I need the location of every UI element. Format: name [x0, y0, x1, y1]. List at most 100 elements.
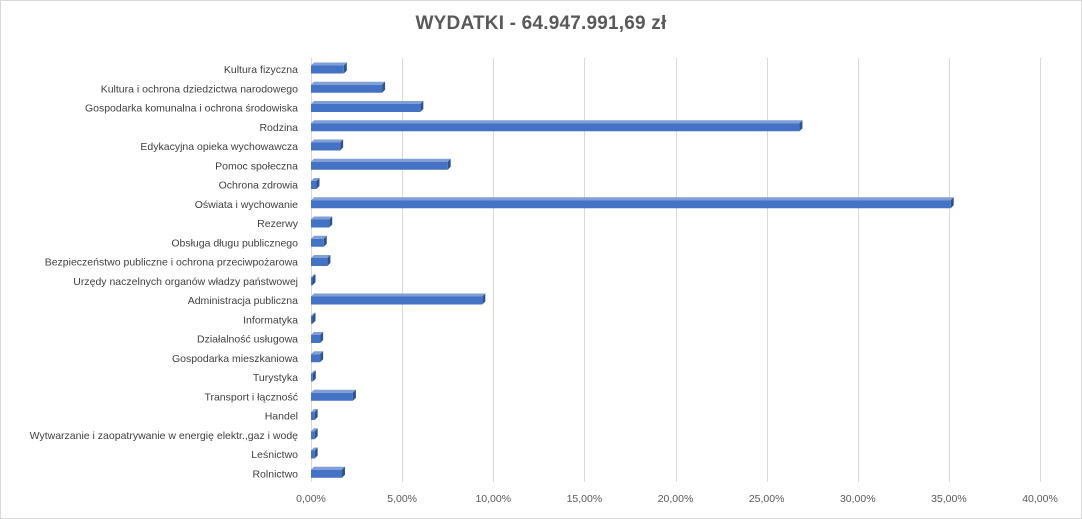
bar-front-face: [311, 315, 313, 324]
bar: [311, 466, 345, 478]
bar-front-face: [311, 354, 321, 363]
bar-top-face: [311, 101, 424, 104]
bar-front-face: [311, 104, 421, 112]
bar-side-face: [420, 101, 424, 112]
bar-side-face: [314, 428, 318, 440]
bar: [311, 62, 347, 74]
bar-side-face: [950, 197, 954, 209]
x-tick-label: 15,00%: [567, 493, 603, 505]
bar: [311, 312, 316, 324]
bar: [311, 255, 331, 266]
bar-front-face: [311, 373, 313, 382]
x-tick-label: 25,00%: [749, 493, 785, 505]
bar-side-face: [312, 312, 316, 324]
bar: [311, 178, 320, 189]
bar-side-face: [329, 216, 333, 228]
bar-top-face: [311, 312, 316, 316]
bar-top-face: [311, 120, 803, 124]
category-label: Leśnictwo: [251, 449, 298, 461]
bar-front-face: [311, 258, 328, 266]
bar: [311, 139, 344, 151]
bar-front-face: [311, 181, 317, 189]
bar-front-face: [311, 200, 951, 209]
bar-top-face: [311, 351, 324, 355]
bar-top-face: [311, 178, 320, 181]
bar-top-face: [311, 332, 324, 335]
bar-top-face: [311, 62, 347, 66]
bar: [311, 101, 424, 112]
bar-top-face: [311, 370, 316, 374]
bar-front-face: [311, 431, 315, 440]
bar-top-face: [311, 409, 318, 412]
x-tick-label: 5,00%: [387, 493, 417, 505]
bar-front-face: [311, 392, 353, 401]
bar-top-face: [311, 274, 316, 278]
bar-front-face: [311, 123, 800, 132]
bar-front-face: [311, 335, 321, 343]
bar: [311, 293, 486, 305]
category-label: Wytwarzanie i zaopatrywanie w energię el…: [30, 430, 299, 442]
category-label: Bezpieczeństwo publiczne i ochrona przec…: [45, 257, 298, 269]
bar-side-face: [343, 62, 347, 74]
category-label: Kultura fizyczna: [224, 64, 298, 76]
bar-top-face: [311, 197, 954, 201]
bar: [311, 120, 803, 132]
bar-side-face: [312, 274, 316, 286]
bar-top-face: [311, 235, 327, 239]
bar-side-face: [312, 370, 316, 382]
bar: [311, 235, 327, 247]
bar-front-face: [311, 65, 344, 74]
bar-side-face: [447, 158, 451, 170]
bar-top-face: [311, 139, 344, 143]
x-tick-label: 0,00%: [296, 493, 326, 505]
x-tick-label: 35,00%: [931, 493, 967, 505]
x-tick-label: 40,00%: [1022, 493, 1058, 505]
bar-side-face: [314, 447, 318, 459]
bar-top-face: [311, 158, 451, 162]
bar-front-face: [311, 142, 341, 151]
category-label: Administracja publiczna: [188, 295, 298, 307]
category-label: Ochrona zdrowia: [219, 180, 299, 192]
bar-top-face: [311, 216, 333, 220]
chart-title: WYDATKI - 64.947.991,69 zł: [415, 13, 667, 34]
bar-front-face: [311, 277, 313, 286]
bar: [311, 428, 318, 440]
x-tick-label: 30,00%: [840, 493, 876, 505]
bar-side-face: [340, 139, 344, 151]
bars: [311, 62, 954, 478]
bar-side-face: [799, 120, 803, 132]
category-label: Pomoc społeczna: [215, 160, 298, 172]
bar-front-face: [311, 161, 448, 170]
bar: [311, 370, 316, 382]
bar-side-face: [327, 255, 331, 266]
bar: [311, 216, 333, 228]
category-labels: Kultura fizyczna Kultura i ochrona dziedz…: [30, 64, 299, 480]
bar: [311, 81, 386, 93]
category-label: Turystyka: [253, 372, 298, 384]
bar-side-face: [316, 178, 320, 189]
category-label: Działalność usługowa: [197, 334, 298, 346]
bar-side-face: [320, 332, 324, 343]
bar-top-face: [311, 293, 486, 297]
bar-top-face: [311, 447, 318, 451]
category-label: Rezerwy: [257, 218, 299, 230]
bar-side-face: [314, 409, 318, 420]
bar: [311, 351, 324, 363]
category-label: Urzędy naczelnych organów władzy państwo…: [73, 276, 298, 288]
bar-side-face: [320, 351, 324, 363]
category-label: Rodzina: [259, 122, 298, 134]
category-label: Gospodarka mieszkaniowa: [172, 353, 298, 365]
bar: [311, 332, 324, 343]
bar-front-face: [311, 84, 383, 93]
category-label: Handel: [265, 411, 298, 423]
bar: [311, 409, 318, 420]
bar: [311, 274, 316, 286]
category-label: Gospodarka komunalna i ochrona środowisk…: [85, 103, 298, 115]
bar: [311, 389, 356, 401]
bar-side-face: [382, 81, 386, 93]
x-tick-label: 10,00%: [475, 493, 511, 505]
x-axis-tick-labels: 0,00% 5,00% 10,00% 15,00% 20,00% 25,00% 30,00%…: [296, 493, 1058, 505]
category-label: Oświata i wychowanie: [195, 199, 298, 211]
